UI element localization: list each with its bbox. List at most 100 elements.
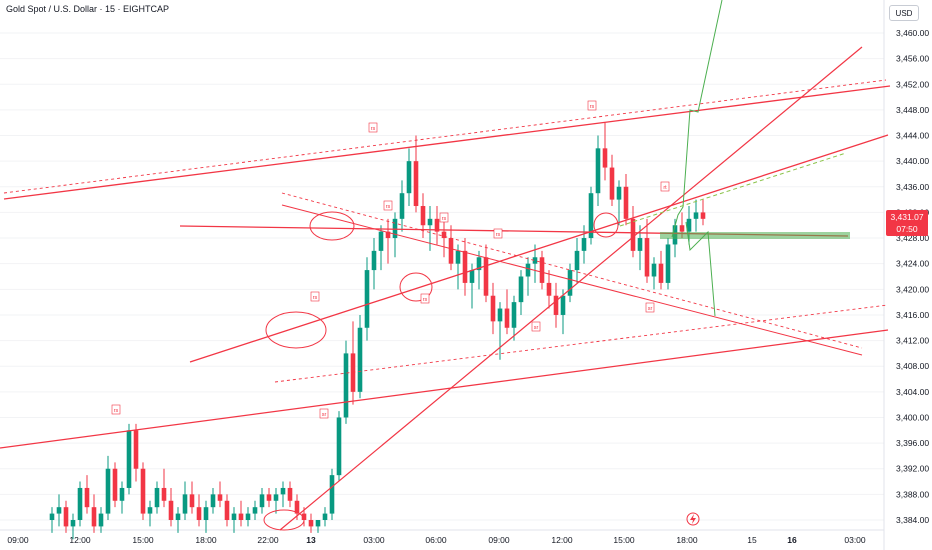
annotation-label: rs: [590, 104, 595, 110]
candle-body: [182, 494, 188, 514]
y-tick-label: 3,440.00: [896, 156, 929, 166]
candle-body: [63, 507, 69, 527]
candle-body: [287, 487, 293, 501]
candle-body: [49, 513, 55, 520]
highlight-ellipse: [263, 509, 305, 531]
candle-body: [371, 250, 377, 271]
trend-line: [0, 329, 889, 449]
candle-body: [294, 500, 300, 514]
y-tick-label: 3,448.00: [896, 105, 929, 115]
annotation-label: rs: [442, 216, 447, 222]
annotation-box: [368, 122, 378, 133]
candle-body: [56, 507, 62, 514]
x-tick-label: 15:00: [132, 535, 154, 545]
projection-path: [671, 0, 723, 238]
candle-body: [217, 494, 223, 501]
y-tick-label: 3,408.00: [896, 361, 929, 371]
candle-body: [161, 487, 167, 501]
y-tick-label: 3,400.00: [896, 412, 929, 422]
candle-body: [518, 276, 524, 303]
projection-dashed: [619, 152, 847, 227]
candle-body: [308, 520, 314, 527]
grid: [0, 0, 885, 550]
candle-body: [336, 417, 342, 476]
candle-body: [497, 308, 503, 322]
candle-body: [210, 494, 216, 508]
y-tick-label: 3,456.00: [896, 54, 929, 64]
trend-lines: rs rs rs rs rs rs rs rs rt sr sr sr: [0, 0, 891, 531]
candle-body: [525, 263, 531, 277]
annotation-box: [587, 100, 597, 111]
candle-body: [574, 250, 580, 271]
trend-line-dashed: [281, 192, 863, 349]
highlight-ellipse: [265, 311, 327, 349]
trend-line: [279, 46, 863, 531]
y-tick-label: 3,460.00: [896, 28, 929, 38]
annotation-label: rs: [423, 297, 428, 303]
candle-body: [406, 161, 412, 194]
candle-body: [259, 494, 265, 508]
candle-body: [224, 500, 230, 520]
candle-body: [553, 295, 559, 315]
annotation-label: sr: [534, 325, 539, 331]
candle-body: [490, 295, 496, 322]
candle-body: [609, 167, 615, 200]
annotation-label: sr: [322, 412, 327, 418]
candle-body: [700, 212, 706, 219]
candle-body: [455, 250, 461, 264]
candle-body: [462, 250, 468, 283]
highlight-ellipse: [593, 212, 619, 238]
candle-body: [427, 218, 433, 226]
candle-body: [77, 487, 83, 520]
candle-body: [469, 270, 475, 283]
candle-body: [357, 327, 363, 392]
x-tick-label: 16: [787, 535, 797, 545]
candle-body: [399, 193, 405, 219]
x-tick-label: 06:00: [425, 535, 447, 545]
candle-body: [420, 206, 426, 226]
candle-body: [126, 430, 132, 488]
candle-body: [630, 218, 636, 251]
candle-body: [441, 231, 447, 239]
countdown-timer: 07:50: [896, 224, 918, 234]
candle-body: [385, 231, 391, 239]
candle-body: [623, 186, 629, 219]
candle-body: [539, 257, 545, 283]
candle-body: [189, 494, 195, 508]
annotation-label: rt: [663, 185, 667, 191]
trend-line-dashed: [274, 304, 889, 383]
annotation-box: [645, 302, 655, 313]
candle-body: [448, 238, 454, 264]
currency-button[interactable]: USD: [889, 5, 919, 21]
x-tick-label: 09:00: [488, 535, 510, 545]
lightning-icon[interactable]: [686, 512, 700, 526]
candle-body: [616, 186, 622, 200]
candle-body: [581, 238, 587, 251]
candle-body: [84, 487, 90, 508]
y-tick-label: 3,452.00: [896, 79, 929, 89]
x-axis: 09:00 12:00 15:00 18:00 22:00 13 03:00 06:00 09:…: [7, 535, 866, 545]
candles-group: [49, 122, 706, 540]
y-tick-label: 3,444.00: [896, 131, 929, 141]
candle-body: [483, 257, 489, 296]
y-tick-label: 3,404.00: [896, 387, 929, 397]
candle-body: [133, 430, 139, 469]
candle-body: [147, 507, 153, 514]
x-tick-label: 18:00: [195, 535, 217, 545]
last-price-value: 3,431.07: [890, 212, 924, 222]
y-tick-label: 3,428.00: [896, 233, 929, 243]
annotation-box: [420, 293, 430, 304]
highlight-ellipse: [399, 272, 433, 302]
x-tick-label: 09:00: [7, 535, 29, 545]
candle-body: [595, 148, 601, 194]
annotation-box: [493, 228, 503, 239]
candle-body: [315, 520, 321, 527]
candle-body: [280, 487, 286, 495]
y-axis: 3,460.00 3,456.00 3,452.00 3,448.00 3,444.00…: [896, 28, 929, 525]
candle-body: [637, 238, 643, 251]
candle-body: [602, 148, 608, 168]
candle-body: [168, 500, 174, 520]
candle-body: [119, 487, 125, 501]
